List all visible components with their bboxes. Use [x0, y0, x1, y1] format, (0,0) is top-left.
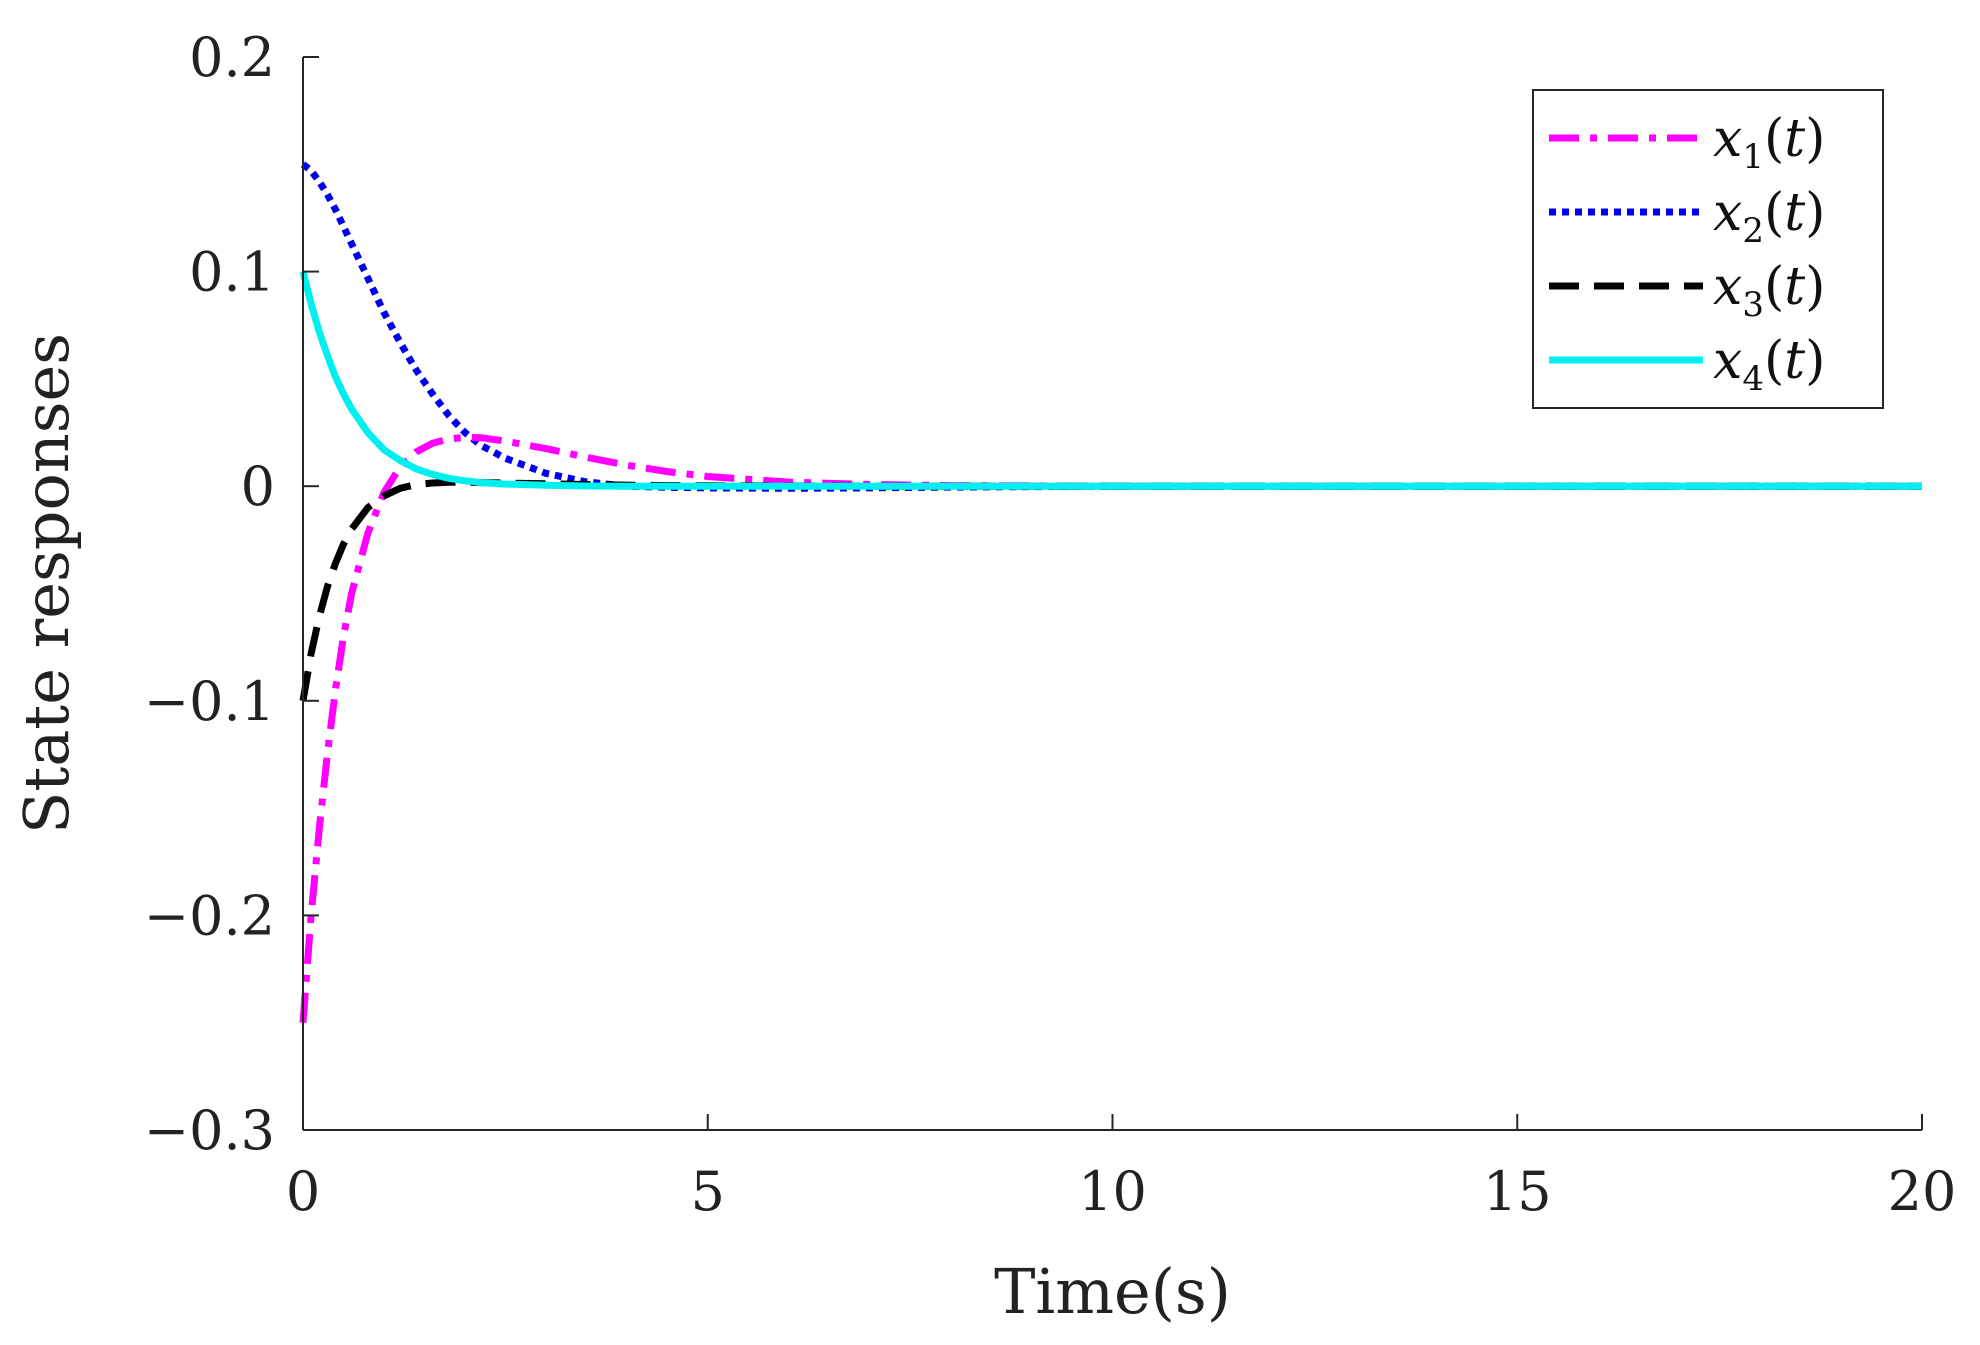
y-tick-label: 0.1 — [189, 241, 275, 304]
legend-var: x — [1713, 331, 1742, 391]
x-tick-label: 5 — [691, 1160, 725, 1223]
legend-subscript: 1 — [1742, 137, 1764, 177]
x-tick-label: 15 — [1483, 1160, 1552, 1223]
legend-subscript: 3 — [1742, 285, 1764, 325]
y-tick-label: −0.1 — [144, 670, 275, 733]
legend-paren-close: ) — [1805, 109, 1825, 169]
legend-subscript: 4 — [1742, 359, 1764, 399]
y-tick-label: −0.3 — [144, 1099, 275, 1162]
legend-arg: t — [1784, 109, 1805, 169]
ticks-layer: 0 5 10 15 20 −0.3 −0.2 −0.1 0 0.1 0.2 — [144, 26, 1956, 1223]
y-tick-label: −0.2 — [144, 884, 275, 947]
legend-label-x4: x4(t) — [1713, 331, 1825, 399]
y-tick-label: 0 — [241, 455, 275, 518]
legend-label-x1: x1(t) — [1713, 109, 1825, 177]
legend-paren-open: ( — [1764, 257, 1784, 317]
x-tick-label: 10 — [1078, 1160, 1147, 1223]
legend-arg: t — [1784, 331, 1805, 391]
x-tick-label: 20 — [1888, 1160, 1957, 1223]
x-tick-label: 0 — [286, 1160, 320, 1223]
legend-paren-close: ) — [1805, 331, 1825, 391]
legend-paren-open: ( — [1764, 109, 1784, 169]
legend: x1(t)x2(t)x3(t)x4(t) — [1532, 89, 1884, 409]
x-axis-title: Time(s) — [994, 1255, 1231, 1328]
legend-subscript: 2 — [1742, 211, 1764, 251]
legend-var: x — [1713, 183, 1742, 243]
legend-var: x — [1713, 257, 1742, 317]
series-layer — [299, 161, 1922, 1023]
y-axis-title: State responses — [10, 333, 83, 834]
y-tick-label: 0.2 — [189, 26, 275, 89]
legend-var: x — [1713, 109, 1742, 169]
legend-paren-open: ( — [1764, 183, 1784, 243]
legend-box — [1532, 89, 1884, 409]
series-line-x4 — [299, 270, 1922, 490]
legend-label-x2: x2(t) — [1713, 183, 1825, 251]
legend-arg: t — [1784, 257, 1805, 317]
legend-arg: t — [1784, 183, 1805, 243]
legend-paren-close: ) — [1805, 183, 1825, 243]
legend-paren-close: ) — [1805, 257, 1825, 317]
legend-label-x3: x3(t) — [1713, 257, 1825, 325]
legend-paren-open: ( — [1764, 331, 1784, 391]
